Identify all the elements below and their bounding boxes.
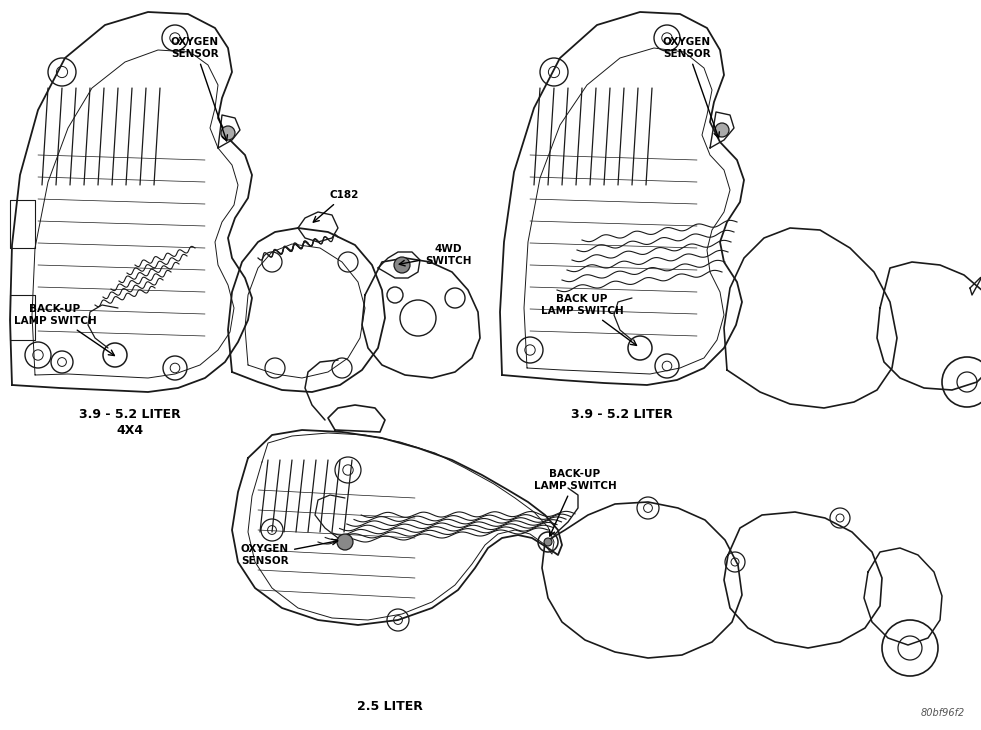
Circle shape (394, 257, 410, 273)
Text: 4WD
SWITCH: 4WD SWITCH (399, 245, 472, 266)
Text: 4 WD SWITCH
(NOT USED): 4 WD SWITCH (NOT USED) (0, 729, 1, 730)
Text: OXYGEN
SENSOR: OXYGEN SENSOR (171, 37, 228, 141)
Text: 4X4: 4X4 (117, 424, 143, 437)
Text: C182: C182 (313, 190, 359, 222)
Text: OXYGEN
SENSOR: OXYGEN SENSOR (663, 37, 719, 138)
Circle shape (715, 123, 729, 137)
Text: 3.9 - 5.2 LITER: 3.9 - 5.2 LITER (571, 408, 673, 421)
Circle shape (544, 538, 552, 546)
Text: BACK-UP
LAMP SWITCH: BACK-UP LAMP SWITCH (534, 469, 616, 536)
Text: 3.9 - 5.2 LITER: 3.9 - 5.2 LITER (79, 408, 181, 421)
Text: 80bf96f2: 80bf96f2 (921, 708, 965, 718)
Text: 2.5 LITER: 2.5 LITER (357, 700, 423, 713)
Text: BACK UP
LAMP SWITCH: BACK UP LAMP SWITCH (541, 294, 637, 345)
Circle shape (337, 534, 353, 550)
Text: OXYGEN
SENSOR: OXYGEN SENSOR (241, 539, 337, 566)
Text: BACK-UP
LAMP SWITCH: BACK-UP LAMP SWITCH (14, 304, 115, 356)
Circle shape (221, 126, 235, 140)
